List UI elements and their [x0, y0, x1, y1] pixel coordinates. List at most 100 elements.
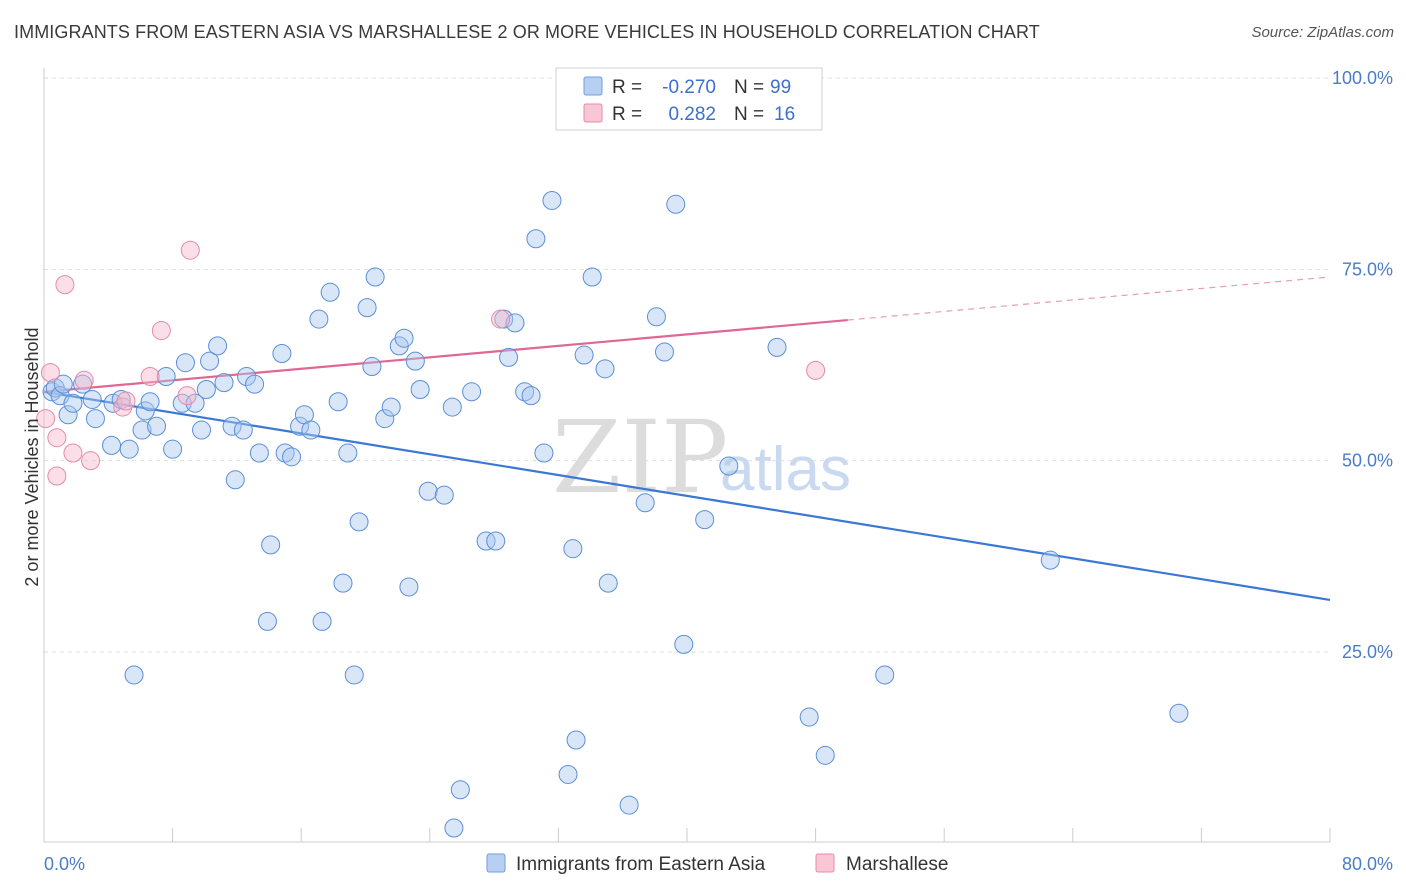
point-eastern-asia: [222, 416, 242, 436]
point-eastern-asia: [574, 345, 594, 365]
point-eastern-asia: [1169, 703, 1189, 723]
point-eastern-asia: [357, 298, 377, 318]
trend-line-marshallese-extension: [847, 276, 1331, 321]
point-marshallese: [47, 428, 67, 448]
point-eastern-asia: [635, 493, 655, 513]
bottom-legend-label-pink: Marshallese: [846, 854, 948, 875]
point-eastern-asia: [312, 611, 332, 631]
point-eastern-asia: [666, 194, 686, 214]
point-eastern-asia: [309, 309, 329, 329]
point-eastern-asia: [534, 443, 554, 463]
point-eastern-asia: [156, 366, 176, 386]
point-eastern-asia: [499, 347, 519, 367]
y-tick-label: 75.0%: [1342, 259, 1393, 279]
point-eastern-asia: [521, 386, 541, 406]
point-marshallese: [36, 409, 56, 429]
correlation-legend: R = -0.270 N = 99 R = 0.282 N = 16: [555, 67, 823, 131]
point-eastern-asia: [719, 456, 739, 476]
point-eastern-asia: [375, 409, 395, 429]
point-marshallese: [180, 240, 200, 260]
point-eastern-asia: [646, 307, 666, 327]
source-credit: Source: ZipAtlas.com: [1251, 24, 1394, 41]
point-eastern-asia: [301, 420, 321, 440]
trend-line-marshallese: [43, 318, 848, 393]
point-marshallese: [81, 451, 101, 471]
point-marshallese: [40, 363, 60, 383]
point-eastern-asia: [233, 420, 253, 440]
legend-n-value-2: 16: [774, 104, 795, 125]
point-eastern-asia: [558, 764, 578, 784]
point-eastern-asia: [225, 470, 245, 490]
bottom-legend-swatch-pink: [815, 853, 835, 873]
y-tick-label: 50.0%: [1342, 451, 1393, 471]
point-eastern-asia: [63, 393, 83, 413]
point-eastern-asia: [418, 481, 438, 501]
legend-n-label-2: N =: [734, 104, 764, 125]
point-marshallese: [47, 466, 67, 486]
trend-line-eastern-asia: [43, 390, 1331, 602]
gridlines: [44, 77, 1330, 653]
point-eastern-asia: [132, 420, 152, 440]
point-eastern-asia: [619, 795, 639, 815]
point-marshallese: [491, 309, 511, 329]
bottom-legend-swatch-blue: [486, 853, 506, 873]
point-eastern-asia: [434, 485, 454, 505]
point-eastern-asia: [175, 353, 195, 373]
point-eastern-asia: [526, 229, 546, 249]
point-eastern-asia: [320, 282, 340, 302]
point-eastern-asia: [200, 351, 220, 371]
legend-swatch-blue: [583, 76, 603, 96]
point-eastern-asia: [486, 531, 506, 551]
point-eastern-asia: [85, 409, 105, 429]
point-eastern-asia: [362, 357, 382, 377]
bottom-legend-label-blue: Immigrants from Eastern Asia: [516, 854, 766, 875]
point-eastern-asia: [349, 512, 369, 532]
point-eastern-asia: [598, 573, 618, 593]
x-tick-label: 80.0%: [1342, 854, 1393, 874]
point-eastern-asia: [192, 420, 212, 440]
watermark-zip: ZIP: [552, 399, 728, 516]
chart-title: IMMIGRANTS FROM EASTERN ASIA VS MARSHALL…: [14, 22, 1040, 42]
point-eastern-asia: [344, 665, 364, 685]
point-eastern-asia: [290, 416, 310, 436]
point-marshallese: [116, 391, 136, 411]
legend-swatch-pink: [583, 103, 603, 123]
point-eastern-asia: [815, 745, 835, 765]
point-eastern-asia: [272, 344, 292, 364]
point-eastern-asia: [237, 366, 257, 386]
point-eastern-asia: [282, 447, 302, 467]
point-eastern-asia: [450, 780, 470, 800]
point-eastern-asia: [82, 389, 102, 409]
legend-r-label-1: R =: [612, 77, 642, 98]
point-marshallese: [151, 321, 171, 341]
point-eastern-asia: [328, 392, 348, 412]
point-eastern-asia: [542, 190, 562, 210]
point-eastern-asia: [444, 818, 464, 838]
point-eastern-asia: [365, 267, 385, 287]
point-eastern-asia: [333, 573, 353, 593]
point-eastern-asia: [245, 374, 265, 394]
y-tick-label: 25.0%: [1342, 642, 1393, 662]
point-eastern-asia: [405, 351, 425, 371]
point-eastern-asia: [140, 392, 160, 412]
point-marshallese: [74, 370, 94, 390]
point-eastern-asia: [124, 665, 144, 685]
point-eastern-asia: [214, 373, 234, 393]
legend-r-value-2: 0.282: [668, 104, 716, 125]
point-eastern-asia: [249, 443, 269, 463]
point-eastern-asia: [563, 539, 583, 559]
point-eastern-asia: [135, 401, 155, 421]
point-eastern-asia: [674, 634, 694, 654]
watermark-atlas: atlas: [720, 435, 851, 504]
point-eastern-asia: [196, 379, 216, 399]
point-eastern-asia: [119, 439, 139, 459]
point-eastern-asia: [1040, 550, 1060, 570]
point-eastern-asia: [261, 535, 281, 555]
x-tick-label: 0.0%: [44, 854, 85, 874]
point-eastern-asia: [257, 611, 277, 631]
y-axis-label: 2 or more Vehicles in Household: [22, 327, 42, 586]
legend-n-value-1: 99: [770, 77, 791, 98]
point-eastern-asia: [394, 328, 414, 348]
legend-r-value-1: -0.270: [662, 77, 716, 98]
